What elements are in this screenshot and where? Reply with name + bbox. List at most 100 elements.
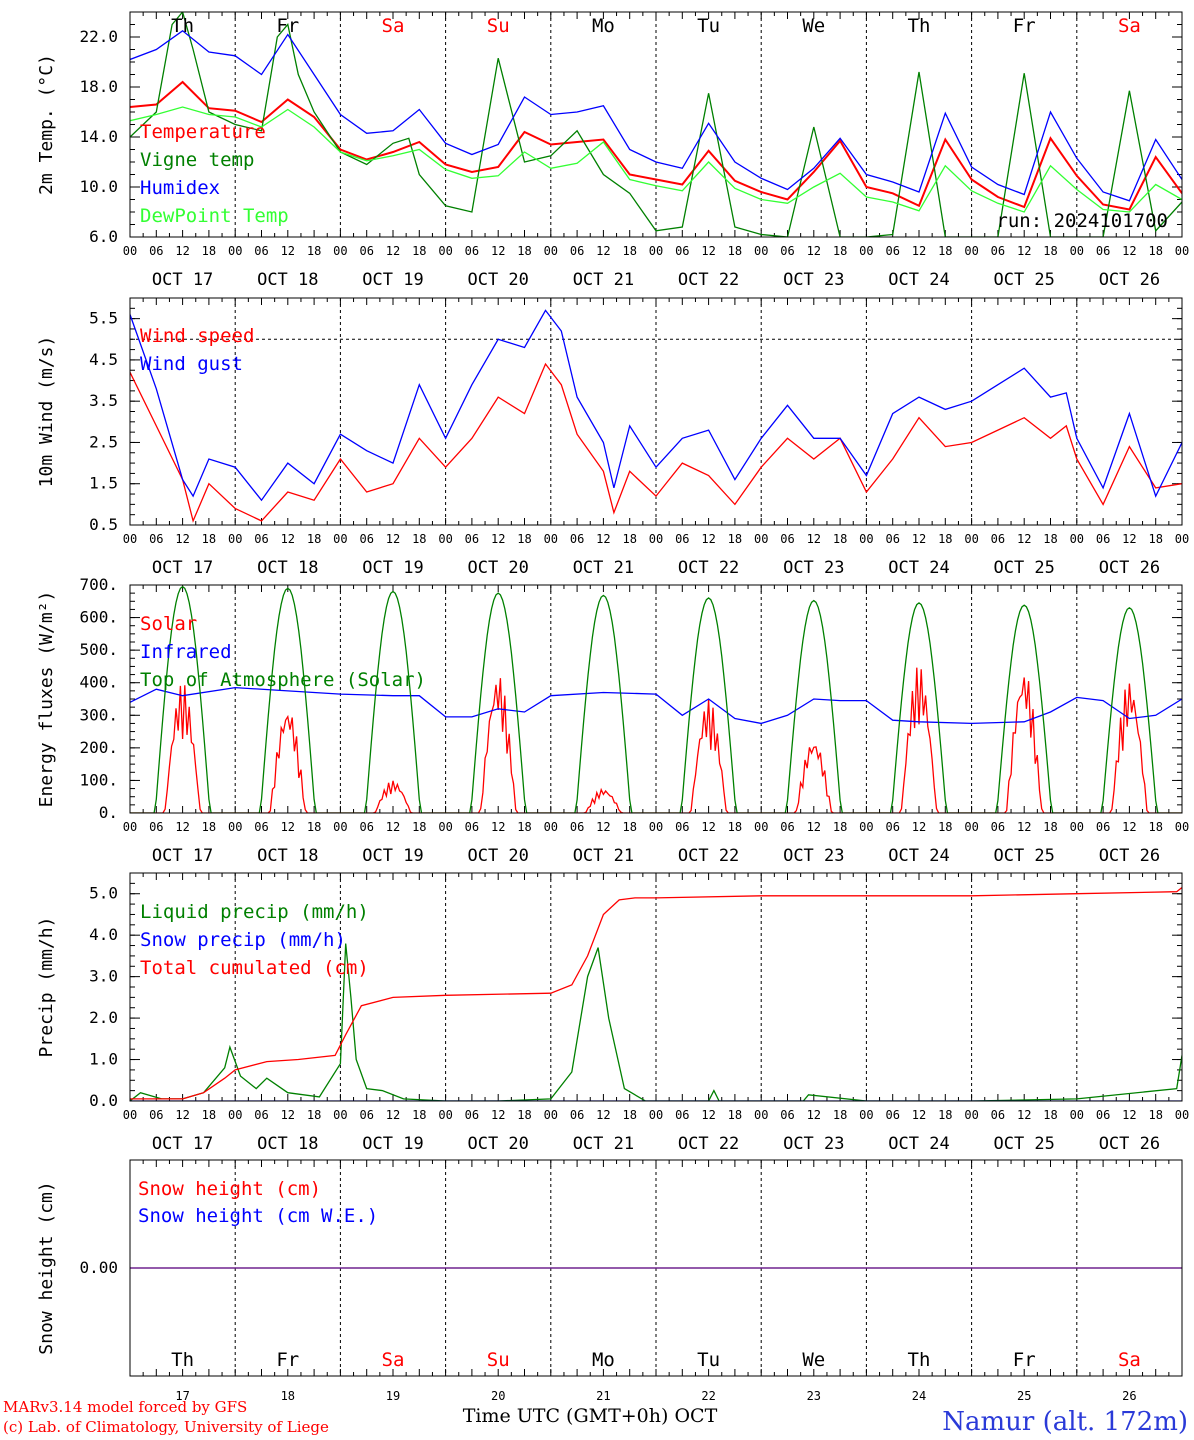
hour-tick-label: 00 <box>1175 244 1189 258</box>
date-label: OCT 20 <box>467 270 528 290</box>
hour-tick-label: 12 <box>912 532 926 546</box>
y-tick-label: 200. <box>79 738 118 757</box>
hour-tick-label: 06 <box>254 1108 268 1122</box>
hour-tick-label: 00 <box>1070 820 1084 834</box>
hour-tick-label: 12 <box>1122 820 1136 834</box>
date-label: OCT 18 <box>257 270 318 290</box>
hour-tick-label: 12 <box>491 244 505 258</box>
weekday-label: Fr <box>1013 15 1036 37</box>
hour-tick-label: 06 <box>991 244 1005 258</box>
hour-tick-label: 06 <box>359 820 373 834</box>
hour-tick-label: 12 <box>596 532 610 546</box>
panel-wind: 0.5 1.5 2.5 3.5 4.5 5.5 Wind speed Wind gust 10m… <box>36 297 1189 578</box>
day-number-label: 23 <box>807 1389 821 1403</box>
date-label: OCT 25 <box>993 270 1054 290</box>
hour-tick-label: 18 <box>202 820 216 834</box>
day-number-label: 21 <box>596 1389 610 1403</box>
hour-tick-label: 18 <box>307 532 321 546</box>
hour-tick-label: 12 <box>1122 1108 1136 1122</box>
y-tick-label: 1.5 <box>89 474 118 493</box>
legend-entry: Snow height (cm W.E.) <box>138 1205 378 1227</box>
hour-tick-label: 06 <box>1096 820 1110 834</box>
hour-tick-label: 00 <box>228 1108 242 1122</box>
series-line-dewpoint-temp <box>130 106 1182 213</box>
hour-tick-label: 06 <box>570 1108 584 1122</box>
day-number-label: 25 <box>1017 1389 1031 1403</box>
day-number-label: 18 <box>281 1389 295 1403</box>
hour-tick-label: 06 <box>991 1108 1005 1122</box>
weekday-label: Sa <box>382 15 405 37</box>
date-label: OCT 26 <box>1099 846 1160 866</box>
hour-tick-label: 06 <box>359 532 373 546</box>
day-number-label: 17 <box>175 1389 189 1403</box>
weekday-label: Tu <box>697 15 720 37</box>
date-label: OCT 21 <box>573 846 634 866</box>
hour-tick-label: 06 <box>1096 244 1110 258</box>
hour-tick-label: 06 <box>885 532 899 546</box>
series-layer <box>130 12 1182 237</box>
weekday-label: Th <box>908 15 931 37</box>
y-tick-label: 700. <box>79 575 118 594</box>
date-label: OCT 26 <box>1099 270 1160 290</box>
date-label: OCT 25 <box>993 1134 1054 1154</box>
hour-tick-label: 00 <box>964 1108 978 1122</box>
y-tick-label: 5.5 <box>89 309 118 328</box>
hour-tick-label: 18 <box>833 532 847 546</box>
y-tick-label: 2.0 <box>89 1008 118 1027</box>
legend-entry: Infrared <box>140 641 232 663</box>
series-line-liquid-precip-mm-h- <box>130 943 1182 1101</box>
date-label: OCT 26 <box>1099 1134 1160 1154</box>
hour-tick-label: 06 <box>465 1108 479 1122</box>
hour-tick-label: 18 <box>202 1108 216 1122</box>
y-tick-label: 0.5 <box>89 515 118 534</box>
y-tick-label: 100. <box>79 770 118 789</box>
date-label: OCT 23 <box>783 1134 844 1154</box>
hour-tick-label: 18 <box>622 532 636 546</box>
weekday-label: Su <box>487 15 510 37</box>
y-axis-label: Energy fluxes (W/m²) <box>36 591 57 808</box>
hour-tick-label: 00 <box>228 244 242 258</box>
legend-entry: Solar <box>140 613 197 635</box>
hour-tick-label: 12 <box>175 244 189 258</box>
hour-tick-label: 06 <box>149 1108 163 1122</box>
hour-tick-label: 00 <box>544 1108 558 1122</box>
date-label: OCT 21 <box>573 1134 634 1154</box>
hour-tick-label: 00 <box>1175 1108 1189 1122</box>
weekday-label: Th <box>908 1349 931 1371</box>
day-number-label: 26 <box>1122 1389 1136 1403</box>
weekday-label: Fr <box>276 15 299 37</box>
hour-tick-label: 12 <box>281 244 295 258</box>
hour-tick-label: 12 <box>1017 244 1031 258</box>
hour-tick-label: 18 <box>622 244 636 258</box>
hour-tick-label: 00 <box>649 1108 663 1122</box>
weekday-label: Fr <box>276 1349 299 1371</box>
hour-tick-label: 00 <box>333 532 347 546</box>
hour-tick-label: 18 <box>307 244 321 258</box>
hour-tick-label: 12 <box>1017 820 1031 834</box>
hour-tick-label: 12 <box>596 244 610 258</box>
hour-tick-label: 18 <box>938 532 952 546</box>
series-line-infrared <box>130 686 1182 725</box>
y-tick-label: 300. <box>79 705 118 724</box>
hour-tick-label: 06 <box>465 244 479 258</box>
date-label: OCT 17 <box>152 1134 213 1154</box>
date-label: OCT 20 <box>467 1134 528 1154</box>
panel-snow: 0.00 Snow height (cm) Snow height (cm W.E.… <box>36 1159 1183 1403</box>
hour-tick-label: 06 <box>991 532 1005 546</box>
date-label: OCT 18 <box>257 1134 318 1154</box>
hour-tick-label: 18 <box>1148 820 1162 834</box>
date-label: OCT 22 <box>678 558 739 578</box>
legend-entry: DewPoint Temp <box>140 205 289 227</box>
hour-tick-label: 18 <box>833 820 847 834</box>
hour-tick-label: 00 <box>1175 532 1189 546</box>
hour-tick-label: 06 <box>780 820 794 834</box>
hour-tick-label: 00 <box>754 820 768 834</box>
hour-tick-label: 00 <box>438 820 452 834</box>
hour-tick-label: 18 <box>1043 820 1057 834</box>
hour-tick-label: 18 <box>938 820 952 834</box>
weekday-label: Th <box>171 15 194 37</box>
run-label: run: 2024101700 <box>996 210 1168 232</box>
weekday-label: Th <box>171 1349 194 1371</box>
date-label: OCT 19 <box>362 846 423 866</box>
series-line-temperature <box>130 80 1182 211</box>
